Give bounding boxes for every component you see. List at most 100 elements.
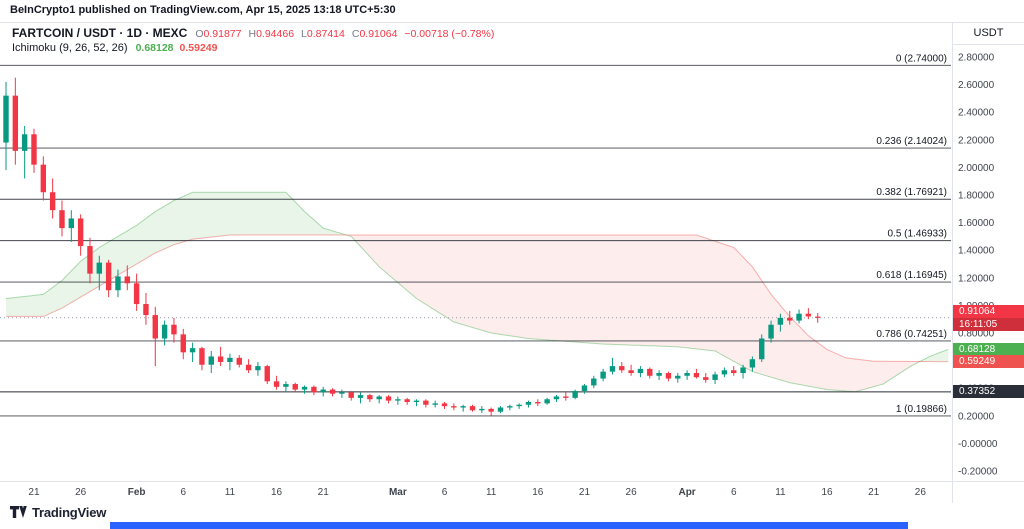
candle-body	[628, 370, 634, 374]
horizontal-line-price-label: 0.37352	[953, 385, 1024, 399]
candle-body	[488, 408, 494, 412]
time-tick-label: 11	[225, 487, 236, 498]
time-tick-label: Apr	[678, 487, 695, 498]
ohlc-close: C0.91064	[351, 28, 398, 40]
candle-body	[525, 402, 532, 405]
candle-body	[721, 370, 728, 375]
candle-body	[105, 262, 112, 291]
time-tick-label: 26	[75, 487, 87, 498]
indicator-lead-b-value: 0.59249	[179, 42, 218, 54]
tradingview-logo-icon	[10, 506, 27, 518]
candle-body	[339, 392, 345, 394]
candle-body	[357, 395, 364, 398]
candle-body	[96, 262, 102, 274]
price-tick-label: -0.20000	[958, 467, 998, 478]
candle-body	[217, 356, 224, 362]
candle-body	[787, 317, 793, 321]
price-tick-label: 2.00000	[958, 163, 995, 174]
price-tick-label: 2.40000	[958, 108, 995, 119]
bar-countdown: 16:11:05	[953, 317, 1024, 331]
last-price-label: 0.91064 16:11:05	[953, 304, 1024, 331]
time-tick-label: 6	[731, 487, 737, 498]
candle-body	[553, 396, 560, 400]
candle-body	[647, 368, 653, 376]
publisher-attribution: BeInCrypto1 published on TradingView.com…	[10, 4, 396, 16]
candle-body	[87, 246, 93, 274]
indicator-legend[interactable]: Ichimoku (9, 26, 52, 26) 0.68128 0.59249	[12, 42, 218, 54]
time-tick-label: 11	[775, 487, 786, 498]
panel-separators	[0, 22, 1024, 503]
fib-label: 0.786 (0.74251)	[876, 329, 947, 340]
candle-body	[507, 406, 513, 408]
fib-label: 0 (2.74000)	[896, 53, 947, 64]
time-tick-label: 21	[28, 487, 40, 498]
time-tick-label: 21	[579, 487, 591, 498]
ohlc-open: O0.91877	[195, 28, 242, 40]
candle-body	[451, 406, 457, 408]
candle-body	[563, 396, 569, 398]
candle-body	[703, 377, 709, 380]
ichimoku-cloud	[5, 191, 949, 393]
candle-body	[768, 324, 774, 339]
indicator-name[interactable]: Ichimoku (9, 26, 52, 26)	[12, 42, 128, 54]
candle-body	[619, 366, 625, 371]
candle-body	[815, 316, 821, 318]
time-tick-label: Feb	[128, 487, 146, 498]
candle-body	[731, 370, 737, 374]
candle-body	[441, 403, 448, 407]
fib-label: 0.5 (1.46933)	[888, 229, 948, 240]
time-tick-label: Mar	[389, 487, 407, 498]
candle-body	[367, 395, 373, 400]
candle-body	[684, 373, 690, 376]
candle-body	[264, 366, 270, 382]
candle-body	[600, 371, 606, 379]
time-tick-label: 21	[318, 487, 330, 498]
time-tick-label: 11	[486, 487, 497, 498]
price-tick-label: 2.80000	[958, 53, 995, 64]
candle-body	[469, 406, 476, 411]
indicator-lead-a-value: 0.68128	[135, 42, 174, 54]
candle-body	[591, 378, 597, 386]
candle-body	[423, 400, 429, 405]
price-tick-label: 2.60000	[958, 80, 995, 91]
candle-body	[199, 348, 205, 365]
price-axis-labels[interactable]: 2.80000 2.60000 2.40000 2.20000 2.00000 1.800…	[958, 53, 998, 478]
candle-body	[759, 338, 765, 360]
candle-body	[656, 373, 662, 376]
candlestick-series[interactable]	[3, 77, 821, 416]
price-tick-label: 1.60000	[958, 218, 995, 229]
candle-body	[21, 134, 28, 151]
candle-body	[712, 374, 718, 380]
fib-label: 0.618 (1.16945)	[876, 270, 947, 281]
fib-label: 1 (0.19866)	[896, 404, 947, 415]
tradingview-logo[interactable]: TradingView	[10, 505, 106, 520]
candle-body	[675, 375, 681, 379]
ichimoku-lead-a-price-label: 0.68128	[953, 342, 1024, 356]
candle-body	[143, 304, 149, 316]
candle-body	[292, 384, 298, 390]
candle-body	[311, 386, 317, 393]
candle-body	[693, 373, 700, 378]
symbol-title[interactable]: FARTCOIN / USDT · 1D · MEXC	[12, 26, 188, 40]
candle-body	[777, 317, 784, 325]
candle-body	[31, 134, 37, 165]
price-tick-label: 0.20000	[958, 411, 995, 422]
candle-body	[516, 404, 522, 407]
candle-body	[227, 357, 233, 362]
candle-body	[329, 389, 336, 394]
candle-body	[115, 276, 121, 291]
symbol-legend[interactable]: FARTCOIN / USDT · 1D · MEXC O0.91877 H0.…	[12, 26, 494, 40]
candle-body	[404, 399, 410, 402]
price-tick-label: 2.20000	[958, 135, 995, 146]
candle-body	[12, 95, 19, 151]
time-axis-labels[interactable]: 21 26 Feb 6 11 16 21 Mar 6 11 16 21 26 Apr 6 11 16 21 26	[28, 487, 926, 498]
candle-body	[124, 276, 130, 284]
time-tick-label: 16	[821, 487, 833, 498]
candle-body	[385, 396, 392, 401]
candle-body	[581, 385, 588, 391]
candle-body	[255, 366, 261, 371]
candle-body	[161, 324, 168, 339]
ichimoku-lead-b-price-label: 0.59249	[953, 355, 1024, 369]
fib-retracement-drawing[interactable]: 0 (2.74000) 0.236 (2.14024) 0.382 (1.76921…	[0, 53, 951, 417]
